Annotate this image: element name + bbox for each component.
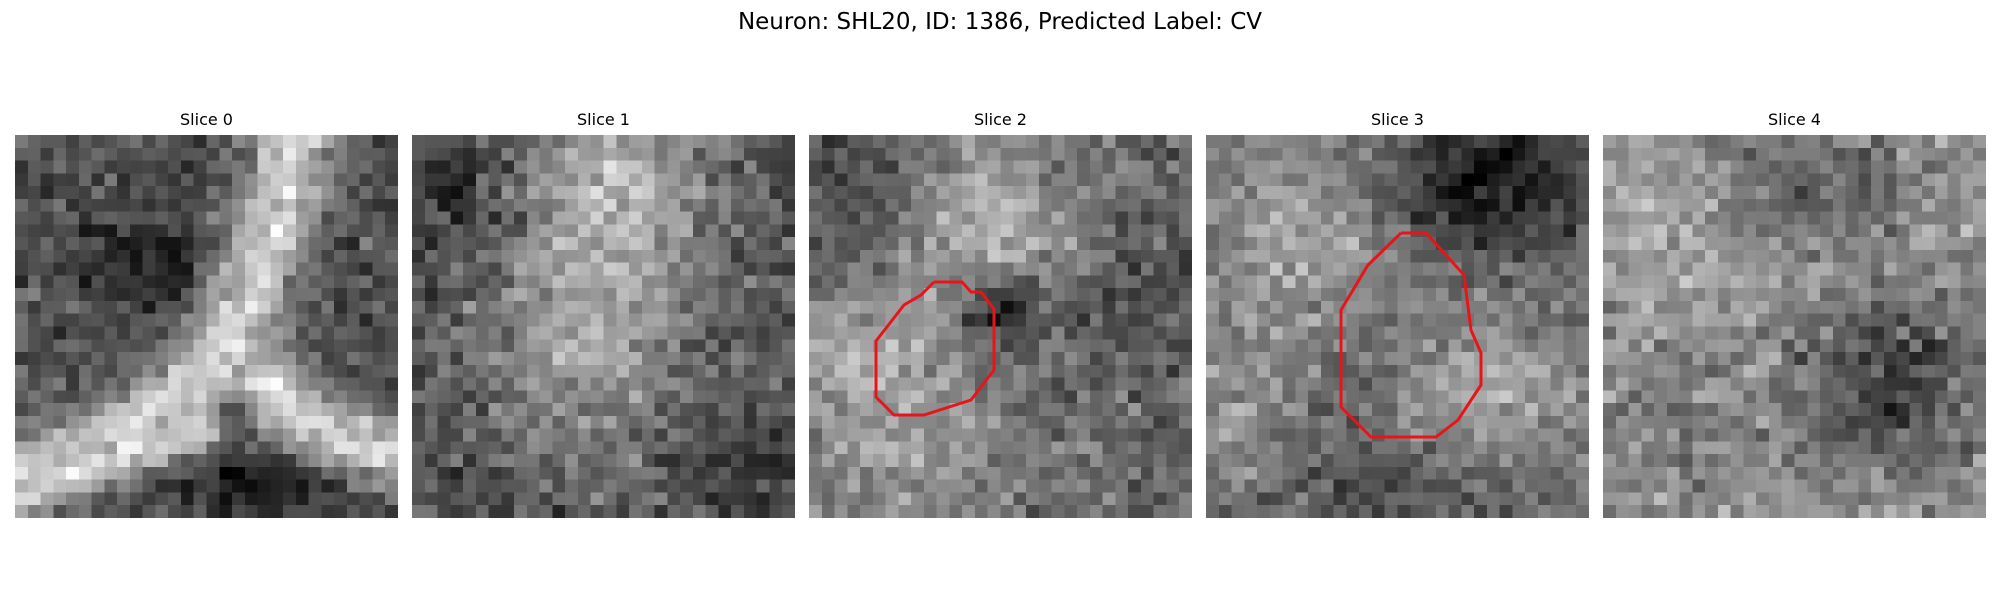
slice-panel-3: Slice 3	[1206, 110, 1589, 130]
slice-title-0: Slice 0	[15, 110, 398, 130]
slice-panel-1: Slice 1	[412, 110, 795, 130]
slice-panel-4: Slice 4	[1603, 110, 1986, 130]
slice-title-1: Slice 1	[412, 110, 795, 130]
slice-image-4	[1603, 135, 1986, 518]
slice-title-3: Slice 3	[1206, 110, 1589, 130]
slice-panel-0: Slice 0	[15, 110, 398, 130]
slice-title-4: Slice 4	[1603, 110, 1986, 130]
slice-panel-2: Slice 2	[809, 110, 1192, 130]
slice-title-2: Slice 2	[809, 110, 1192, 130]
slice-image-1	[412, 135, 795, 518]
contour-overlay-2	[809, 135, 1192, 518]
slice-image-0	[15, 135, 398, 518]
segmentation-contour-2	[876, 282, 994, 415]
figure-title: Neuron: SHL20, ID: 1386, Predicted Label…	[0, 8, 2000, 36]
contour-overlay-3	[1206, 135, 1589, 518]
segmentation-contour-3	[1341, 233, 1481, 437]
